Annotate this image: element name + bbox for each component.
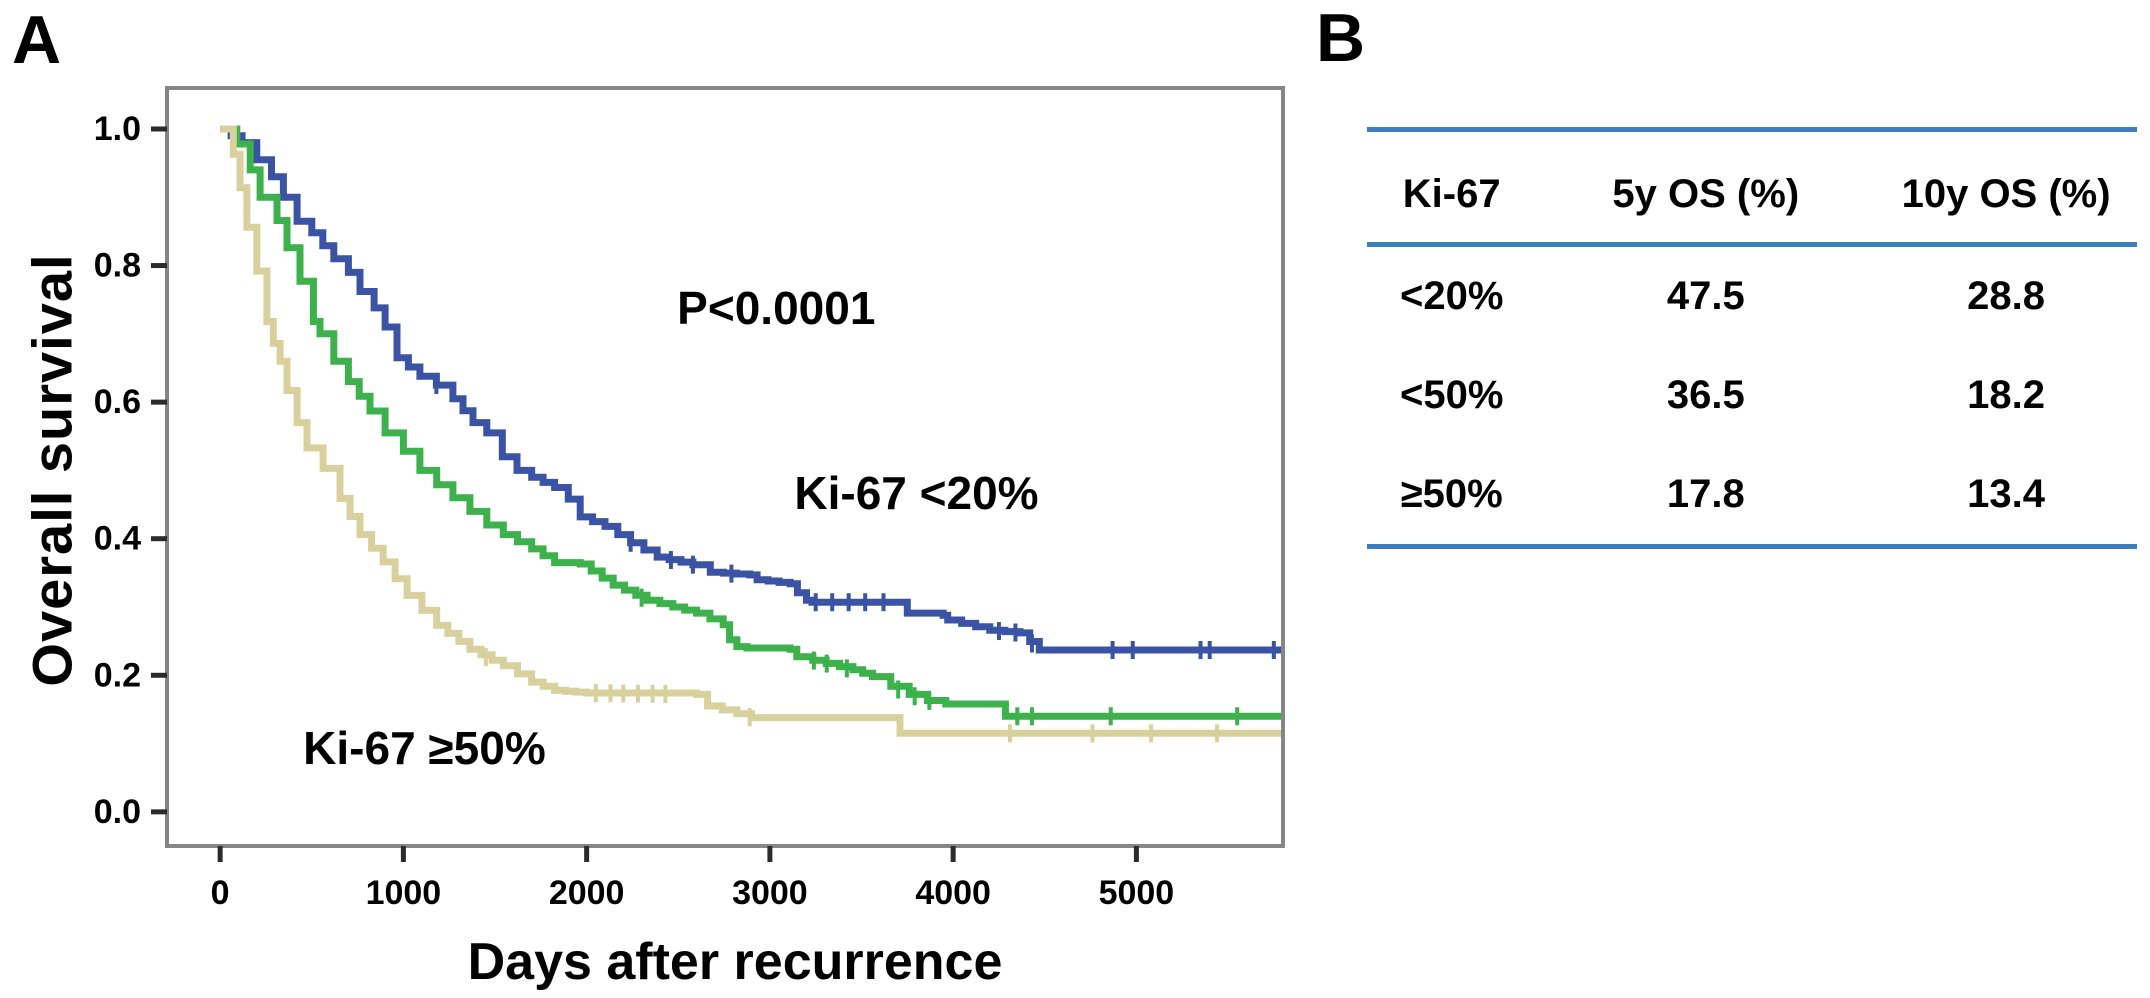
value-5y-ge50: 17.8 — [1666, 472, 1745, 516]
row-label-lt20: <20% — [1399, 274, 1504, 318]
y-tick-label: 1.0 — [94, 110, 141, 148]
km-curve-0 — [220, 125, 1283, 654]
y-tick-label: 0.6 — [94, 383, 141, 421]
x-tick-label: 4000 — [915, 874, 991, 912]
km-curves — [220, 125, 1283, 743]
column-header-5y-os: 5y OS (%) — [1612, 171, 1800, 216]
column-header-10y-os: 10y OS (%) — [1901, 171, 2111, 216]
panel-b-label: B — [1316, 0, 1366, 76]
x-tick-label: 3000 — [732, 874, 808, 912]
y-tick-label: 0.2 — [94, 656, 141, 694]
value-10y-lt20: 28.8 — [1967, 274, 2046, 318]
y-tick-label: 0.0 — [94, 793, 141, 831]
y-tick-label: 0.8 — [94, 247, 141, 285]
value-10y-lt50: 18.2 — [1967, 373, 2046, 417]
row-label-ge50: ≥50% — [1400, 472, 1503, 516]
km-curve-1 — [220, 125, 1283, 720]
plot-border — [165, 86, 1285, 848]
pvalue-annotation: P<0.0001 — [677, 281, 876, 334]
table-row: ≥50% 17.8 13.4 — [1367, 445, 2137, 544]
value-5y-lt20: 47.5 — [1666, 274, 1745, 318]
table-row: <50% 36.5 18.2 — [1367, 346, 2137, 445]
value-10y-ge50: 13.4 — [1967, 472, 2046, 516]
km-curve-2 — [220, 125, 1283, 737]
row-label-lt50: <50% — [1399, 373, 1504, 417]
column-header-ki67: Ki-67 — [1402, 171, 1501, 216]
table-header-rule — [1367, 242, 2137, 247]
x-tick-label: 5000 — [1099, 874, 1175, 912]
x-tick-label: 1000 — [366, 874, 442, 912]
curve-label-ki67-lt20: Ki-67 <20% — [794, 466, 1039, 519]
table-header-row: Ki-67 5y OS (%) 10y OS (%) — [1367, 132, 2137, 242]
table-top-rule — [1367, 127, 2137, 132]
curve-label-ki67-ge50: Ki-67 ≥50% — [303, 721, 546, 774]
panel-a-label: A — [12, 2, 62, 78]
x-axis-title: Days after recurrence — [467, 933, 1003, 991]
x-tick-label: 0 — [211, 874, 230, 912]
x-tick-label: 2000 — [549, 874, 625, 912]
os-summary-table: Ki-67 5y OS (%) 10y OS (%) <20% 47.5 28.… — [1367, 127, 2137, 549]
y-tick-label: 0.4 — [94, 520, 141, 558]
table-row: <20% 47.5 28.8 — [1367, 247, 2137, 346]
table-bottom-rule — [1367, 544, 2137, 549]
value-5y-lt50: 36.5 — [1666, 373, 1745, 417]
